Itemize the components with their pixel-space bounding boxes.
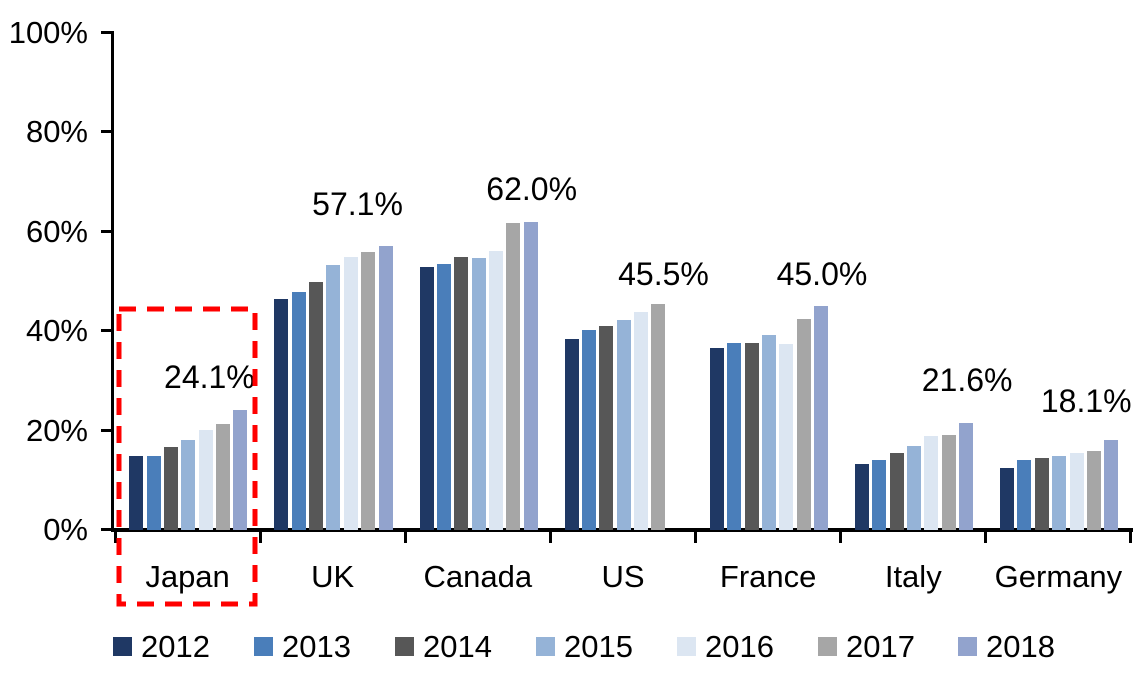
value-label-italy: 21.6% (921, 361, 1013, 398)
legend-label-2018: 2018 (986, 629, 1055, 664)
value-label-germany: 18.1% (1040, 383, 1132, 420)
x-axis-tick (403, 531, 407, 543)
legend-swatch-2017 (818, 637, 837, 656)
legend-label-2015: 2015 (564, 629, 633, 664)
bar-uk-2018 (378, 246, 393, 530)
x-axis-tick (258, 531, 262, 543)
bar-uk-2015 (326, 265, 341, 530)
bar-japan-2017 (216, 424, 231, 530)
bar-italy-2015 (907, 446, 922, 530)
value-label-uk: 57.1% (312, 186, 403, 223)
legend-swatch-2014 (395, 637, 414, 656)
x-axis-tick (548, 531, 552, 543)
y-axis-label: 60% (25, 213, 88, 249)
category-label-canada: Canada (423, 559, 533, 594)
category-label-italy: Italy (884, 559, 942, 594)
category-label-germany: Germany (994, 559, 1123, 594)
bar-japan-2016 (198, 430, 213, 530)
y-axis-tick (101, 229, 113, 233)
bar-italy-2017 (941, 435, 956, 530)
y-axis-label: 20% (25, 412, 88, 448)
bar-france-2012 (709, 348, 724, 530)
bar-us-2016 (634, 312, 649, 530)
x-axis-line (111, 528, 1133, 532)
y-axis-tick (101, 428, 113, 432)
y-axis-label: 80% (25, 114, 88, 150)
bar-japan-2015 (181, 439, 196, 530)
legend-label-2013: 2013 (282, 629, 351, 664)
bar-japan-2012 (129, 456, 144, 530)
y-axis-label: 100% (8, 15, 88, 50)
y-axis-tick (101, 130, 113, 134)
legend-swatch-2013 (254, 637, 273, 656)
bar-france-2015 (761, 335, 776, 530)
bar-france-2017 (796, 319, 811, 530)
bar-italy-2013 (872, 459, 887, 530)
legend-swatch-2012 (113, 637, 132, 656)
x-axis-tick (113, 531, 117, 543)
y-axis-label: 40% (25, 313, 88, 349)
y-axis-line (111, 31, 114, 532)
bar-germany-2018 (1104, 440, 1119, 530)
bar-france-2016 (779, 343, 794, 530)
bar-uk-2016 (343, 257, 358, 530)
bar-canada-2016 (488, 250, 503, 530)
x-axis-tick (839, 531, 843, 543)
bar-canada-2015 (471, 257, 486, 530)
category-label-us: US (601, 559, 645, 594)
x-axis-tick (1129, 531, 1133, 543)
legend-swatch-2016 (677, 637, 696, 656)
legend-swatch-2015 (536, 637, 555, 656)
bar-france-2018 (813, 306, 828, 530)
bar-us-2012 (564, 339, 579, 530)
bar-germany-2013 (1017, 459, 1032, 530)
value-label-japan: 24.1% (164, 359, 255, 396)
legend-label-2017: 2017 (846, 629, 915, 664)
bar-italy-2016 (924, 436, 939, 530)
bar-canada-2012 (419, 266, 434, 530)
bar-italy-2014 (889, 453, 904, 530)
value-label-france: 45.0% (776, 256, 868, 293)
bar-italy-2012 (855, 463, 869, 530)
bar-germany-2012 (1000, 467, 1015, 530)
bar-us-2015 (616, 319, 631, 530)
bar-uk-2014 (309, 281, 324, 530)
bar-us-2017 (651, 303, 666, 530)
bar-uk-2013 (291, 291, 306, 530)
category-label-japan: Japan (145, 559, 230, 594)
legend-swatch-2018 (958, 637, 977, 656)
bar-italy-2018 (959, 422, 974, 530)
legend-label-2014: 2014 (423, 629, 492, 664)
value-label-us: 45.5% (618, 255, 709, 292)
bar-japan-2014 (164, 446, 178, 530)
bar-canada-2017 (506, 223, 521, 530)
value-label-canada: 62.0% (486, 170, 578, 207)
x-axis-tick (694, 531, 698, 543)
bar-canada-2018 (523, 221, 538, 530)
bar-france-2013 (727, 342, 742, 530)
bar-japan-2018 (233, 410, 248, 530)
bar-germany-2017 (1086, 450, 1101, 530)
bar-uk-2017 (361, 252, 376, 530)
y-axis-label: 0% (43, 512, 88, 547)
bar-canada-2013 (436, 264, 451, 530)
y-axis-tick (101, 31, 113, 34)
bar-japan-2013 (146, 455, 161, 530)
y-axis-tick (101, 329, 113, 333)
legend-label-2012: 2012 (141, 629, 210, 664)
legend-label-2016: 2016 (705, 629, 774, 664)
bar-germany-2014 (1034, 457, 1049, 530)
bar-canada-2014 (454, 256, 469, 530)
bar-us-2013 (582, 330, 597, 530)
bar-uk-2012 (274, 298, 289, 530)
bar-france-2014 (744, 342, 759, 530)
y-axis-tick (101, 528, 113, 531)
category-label-france: France (719, 559, 817, 594)
category-label-uk: UK (311, 559, 355, 594)
bar-germany-2015 (1052, 455, 1067, 530)
bar-us-2014 (599, 325, 614, 530)
bar-germany-2016 (1069, 452, 1084, 530)
x-axis-tick (984, 531, 988, 543)
